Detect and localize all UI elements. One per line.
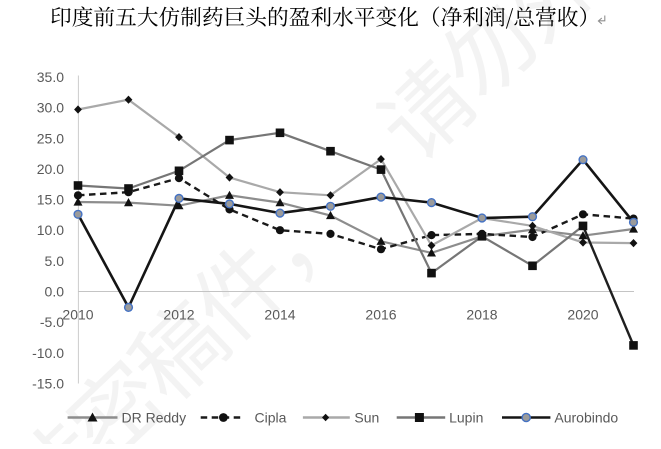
- svg-text:Aurobindo: Aurobindo: [554, 410, 618, 426]
- svg-text:5.0: 5.0: [45, 253, 65, 269]
- svg-text:Lupin: Lupin: [449, 410, 483, 426]
- svg-text:2020: 2020: [567, 306, 598, 322]
- svg-text:2018: 2018: [466, 306, 497, 322]
- svg-text:10.0: 10.0: [37, 222, 64, 238]
- svg-text:2014: 2014: [264, 306, 295, 322]
- svg-text:20.0: 20.0: [37, 161, 64, 177]
- svg-text:15.0: 15.0: [37, 192, 64, 208]
- svg-text:DR Reddy: DR Reddy: [122, 410, 187, 426]
- svg-text:35.0: 35.0: [37, 69, 64, 85]
- svg-text:2016: 2016: [365, 306, 396, 322]
- svg-text:2012: 2012: [163, 306, 194, 322]
- svg-text:-5.0: -5.0: [40, 314, 64, 330]
- svg-text:Cipla: Cipla: [255, 410, 287, 426]
- svg-text:Sun: Sun: [354, 410, 379, 426]
- svg-text:-15.0: -15.0: [32, 375, 64, 391]
- svg-text:-10.0: -10.0: [32, 345, 64, 361]
- svg-text:25.0: 25.0: [37, 130, 64, 146]
- svg-text:0.0: 0.0: [45, 284, 65, 300]
- svg-text:2010: 2010: [62, 306, 93, 322]
- svg-text:30.0: 30.0: [37, 100, 64, 116]
